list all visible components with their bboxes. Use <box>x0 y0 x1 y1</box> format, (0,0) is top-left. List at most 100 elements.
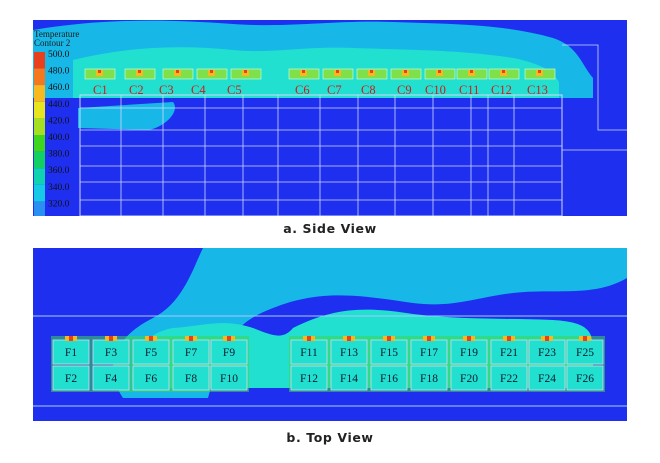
cabinet-hotspot-core <box>210 70 213 73</box>
cabinet-hotspot-core <box>244 70 247 73</box>
side-view-contour-plot: Temperature Contour 2 500.0 480.0 460.0 440… <box>33 20 627 216</box>
fan-hotspot-core <box>189 336 193 341</box>
cabinet-label: C9 <box>397 83 412 97</box>
fan-label: F11 <box>300 347 318 359</box>
cabinet-labels: C1 C2 C3 C4 C5 C6 C7 C8 C9 C10 C11 C12 C13 <box>93 83 548 97</box>
legend-title: Temperature <box>34 29 79 39</box>
fan-label: F15 <box>380 347 398 359</box>
side-rack-grid <box>79 44 627 216</box>
cabinet-label: C13 <box>527 83 548 97</box>
temperature-legend: Temperature Contour 2 500.0 480.0 460.0 440… <box>34 29 79 216</box>
legend-subtitle: Contour 2 <box>34 38 70 48</box>
fan-hotspot-core <box>507 336 511 341</box>
fan-cell <box>210 339 248 365</box>
cabinet-hotspot-core <box>98 70 101 73</box>
legend-level-label: 400.0 <box>48 133 70 143</box>
fan-hotspot-core <box>467 336 471 341</box>
fan-hotspot-core <box>583 336 587 341</box>
fan-cell <box>330 339 368 365</box>
cabinet-hotspot-core <box>138 70 141 73</box>
legend-level-label: 340.0 <box>48 183 70 193</box>
fan-hotspot-core <box>109 336 113 341</box>
cabinet-label: C2 <box>129 83 144 97</box>
cabinet-hotspot-core <box>502 70 505 73</box>
fan-label: F2 <box>65 373 77 385</box>
fan-label: F14 <box>340 373 358 385</box>
legend-swatch <box>34 85 45 102</box>
fan-cell <box>52 365 90 391</box>
legend-swatch <box>34 101 45 119</box>
fan-label: F5 <box>145 347 157 359</box>
legend-swatch <box>34 68 45 86</box>
top-view-contour-plot: F1 F3 F5 F7 F9 F11 F13 F15 F17 F19 F21 F23 F25 F2 F4 F6… <box>33 248 627 421</box>
cabinet-label: C12 <box>491 83 512 97</box>
fan-hotspot-core <box>347 336 351 341</box>
legend-level-label: 440.0 <box>48 100 70 110</box>
cabinet-label: C4 <box>191 83 206 97</box>
fan-label: F16 <box>380 373 398 385</box>
fan-label: F12 <box>300 373 318 385</box>
fan-cell <box>566 339 604 365</box>
fan-hotspot-core <box>545 336 549 341</box>
legend-swatch <box>34 118 45 135</box>
legend-swatch <box>34 168 45 185</box>
cabinet-label: C3 <box>159 83 174 97</box>
fan-hotspot-core <box>69 336 73 341</box>
legend-swatch <box>34 135 45 152</box>
legend-level-label: 500.0 <box>48 50 70 60</box>
cabinet-label: C8 <box>361 83 376 97</box>
top-view-caption: b. Top View <box>286 430 374 445</box>
fan-hotspot-core <box>427 336 431 341</box>
legend-swatch <box>34 201 45 216</box>
fan-cell <box>172 365 210 391</box>
cabinet-hotspot-core <box>302 70 305 73</box>
fan-cell <box>132 365 170 391</box>
cabinet-label: C6 <box>295 83 310 97</box>
fan-label: F18 <box>420 373 438 385</box>
top-plume-outer <box>113 248 627 398</box>
legend-level-label: 380.0 <box>48 150 70 160</box>
fan-label: F22 <box>500 373 518 385</box>
cabinet-hotspot-core <box>370 70 373 73</box>
fan-cell <box>528 365 566 391</box>
fan-label: F26 <box>576 373 594 385</box>
fan-hotspot-core <box>307 336 311 341</box>
fan-cell <box>528 339 566 365</box>
legend-level-label: 480.0 <box>48 67 70 77</box>
cabinet-hotspot-core <box>538 70 541 73</box>
side-plume-lower <box>78 102 175 130</box>
fan-label: F3 <box>105 347 117 359</box>
fan-label: F21 <box>500 347 518 359</box>
cabinet-hotspot-core <box>176 70 179 73</box>
fan-cell <box>566 365 604 391</box>
fan-hotspot-core <box>387 336 391 341</box>
fan-label: F24 <box>538 373 556 385</box>
fan-cell <box>210 365 248 391</box>
fan-label: F1 <box>65 347 77 359</box>
cabinet-label: C7 <box>327 83 342 97</box>
fan-label: F10 <box>220 373 238 385</box>
cabinet-hotspot-core <box>404 70 407 73</box>
legend-swatch <box>34 52 45 69</box>
fan-cell <box>450 365 488 391</box>
legend-level-label: 460.0 <box>48 83 70 93</box>
cabinet-label: C1 <box>93 83 108 97</box>
fan-label: F20 <box>460 373 478 385</box>
cabinet-label: C5 <box>227 83 242 97</box>
fan-label: F9 <box>223 347 235 359</box>
legend-swatch <box>34 184 45 202</box>
legend-level-label: 320.0 <box>48 199 70 209</box>
cabinet-label: C11 <box>459 83 479 97</box>
side-view-caption: a. Side View <box>283 221 377 236</box>
fan-cell <box>172 339 210 365</box>
fan-cell <box>450 339 488 365</box>
fan-cell <box>410 365 448 391</box>
fan-cell <box>290 365 328 391</box>
side-view-panel: Temperature Contour 2 500.0 480.0 460.0 440… <box>33 20 627 216</box>
fan-cell <box>92 365 130 391</box>
fan-label: F25 <box>576 347 594 359</box>
fan-hotspot-core <box>227 336 231 341</box>
fan-label: F6 <box>145 373 157 385</box>
fan-label: F17 <box>420 347 438 359</box>
fan-cell <box>490 339 528 365</box>
